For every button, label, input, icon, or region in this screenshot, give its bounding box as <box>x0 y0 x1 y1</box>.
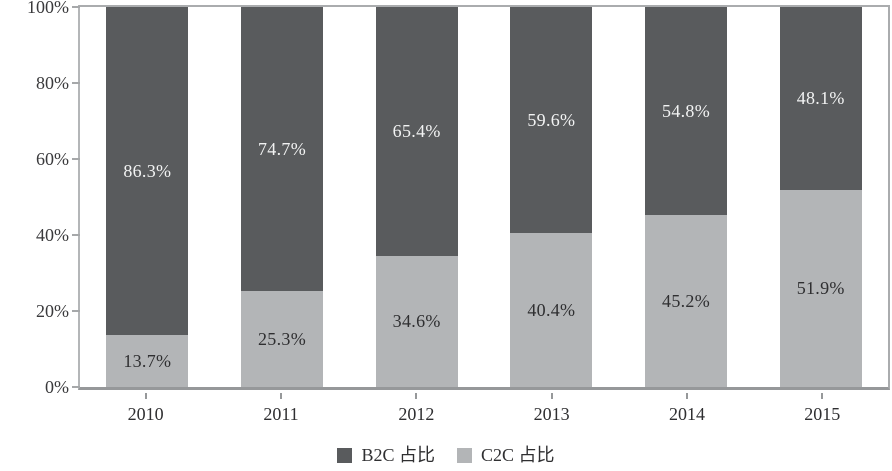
b2c-segment: 59.6% <box>510 7 593 234</box>
bar-2015: 48.1% 51.9% <box>779 7 862 387</box>
c2c-segment: 45.2% <box>645 215 728 387</box>
c2c-value-label: 51.9% <box>796 278 845 299</box>
y-axis-tick-label: 80% <box>36 73 69 93</box>
bar-2014: 54.8% 45.2% <box>645 7 728 387</box>
y-axis-tick: 100% <box>27 0 80 16</box>
b2c-segment: 74.7% <box>241 7 323 291</box>
y-axis-tick-mark <box>72 158 80 160</box>
x-axis-tick-mark <box>821 393 824 399</box>
y-axis-tick-mark <box>72 310 80 312</box>
x-axis: 2010 2011 2012 2013 2014 2015 <box>78 393 890 423</box>
c2c-value-label: 34.6% <box>392 311 441 332</box>
legend-label-c2c: C2C 占比 <box>481 445 555 465</box>
c2c-value-label: 25.3% <box>258 328 306 349</box>
legend: B2C 占比 C2C 占比 <box>0 446 892 464</box>
b2c-segment: 48.1% <box>779 7 862 190</box>
bar-2010: 86.3% 13.7% <box>106 7 189 387</box>
legend-swatch-c2c <box>457 447 472 463</box>
x-axis-label: 2014 <box>668 404 705 424</box>
b2c-segment: 65.4% <box>375 7 458 256</box>
bar-2013: 59.6% 40.4% <box>510 7 593 387</box>
b2c-value-label: 59.6% <box>527 110 576 131</box>
x-axis-tick-mark <box>550 393 553 399</box>
y-axis-tick-label: 0% <box>45 377 69 397</box>
y-axis-tick: 40% <box>36 226 80 244</box>
c2c-segment: 51.9% <box>779 189 862 387</box>
x-axis-tick-mark <box>279 393 282 399</box>
bar-2011: 74.7% 25.3% <box>241 7 323 387</box>
y-axis-tick: 60% <box>36 150 80 168</box>
legend-label-b2c: B2C 占比 <box>361 445 435 465</box>
b2c-value-label: 48.1% <box>796 88 845 109</box>
c2c-value-label: 45.2% <box>662 291 711 312</box>
b2c-value-label: 65.4% <box>392 121 441 142</box>
y-axis-tick-label: 20% <box>36 301 69 321</box>
c2c-value-label: 13.7% <box>123 350 172 371</box>
b2c-value-label: 86.3% <box>123 160 172 181</box>
c2c-value-label: 40.4% <box>527 300 576 321</box>
x-axis-label: 2012 <box>398 404 435 424</box>
b2c-segment: 86.3% <box>106 7 189 335</box>
c2c-segment: 34.6% <box>375 255 458 387</box>
b2c-value-label: 54.8% <box>662 101 711 122</box>
x-axis-label: 2010 <box>127 404 164 424</box>
y-axis-tick-label: 60% <box>36 149 69 169</box>
b2c-value-label: 74.7% <box>258 138 306 159</box>
plot-area: 0% 20% 40% 60% 80% 100% <box>27 0 890 396</box>
bar-2012: 65.4% 34.6% <box>375 7 458 387</box>
c2c-segment: 13.7% <box>106 334 189 387</box>
x-axis-label: 2015 <box>804 404 841 424</box>
bars-container: 86.3% 13.7% 74.7% 25.3% <box>80 7 888 387</box>
x-axis-tick-mark <box>415 393 418 399</box>
y-axis-tick: 0% <box>45 378 80 396</box>
legend-item-c2c: C2C 占比 <box>457 446 555 464</box>
b2c-segment: 54.8% <box>645 7 728 216</box>
y-axis-tick: 20% <box>36 302 80 320</box>
x-axis-label: 2011 <box>263 404 299 424</box>
legend-item-b2c: B2C 占比 <box>337 446 435 464</box>
x-axis-tick-mark <box>685 393 688 399</box>
y-axis-tick-mark <box>72 386 80 388</box>
y-axis-tick-label: 100% <box>27 0 69 17</box>
x-axis-tick-mark <box>144 393 147 399</box>
y-axis-tick-mark <box>72 234 80 236</box>
y-axis-tick-label: 40% <box>36 225 69 245</box>
c2c-segment: 40.4% <box>510 233 593 387</box>
x-axis-label: 2013 <box>533 404 570 424</box>
y-axis-tick-mark <box>72 82 80 84</box>
y-axis-tick-mark <box>72 6 80 8</box>
c2c-segment: 25.3% <box>241 290 323 387</box>
legend-swatch-b2c <box>337 447 353 463</box>
y-axis-tick: 80% <box>36 74 80 92</box>
